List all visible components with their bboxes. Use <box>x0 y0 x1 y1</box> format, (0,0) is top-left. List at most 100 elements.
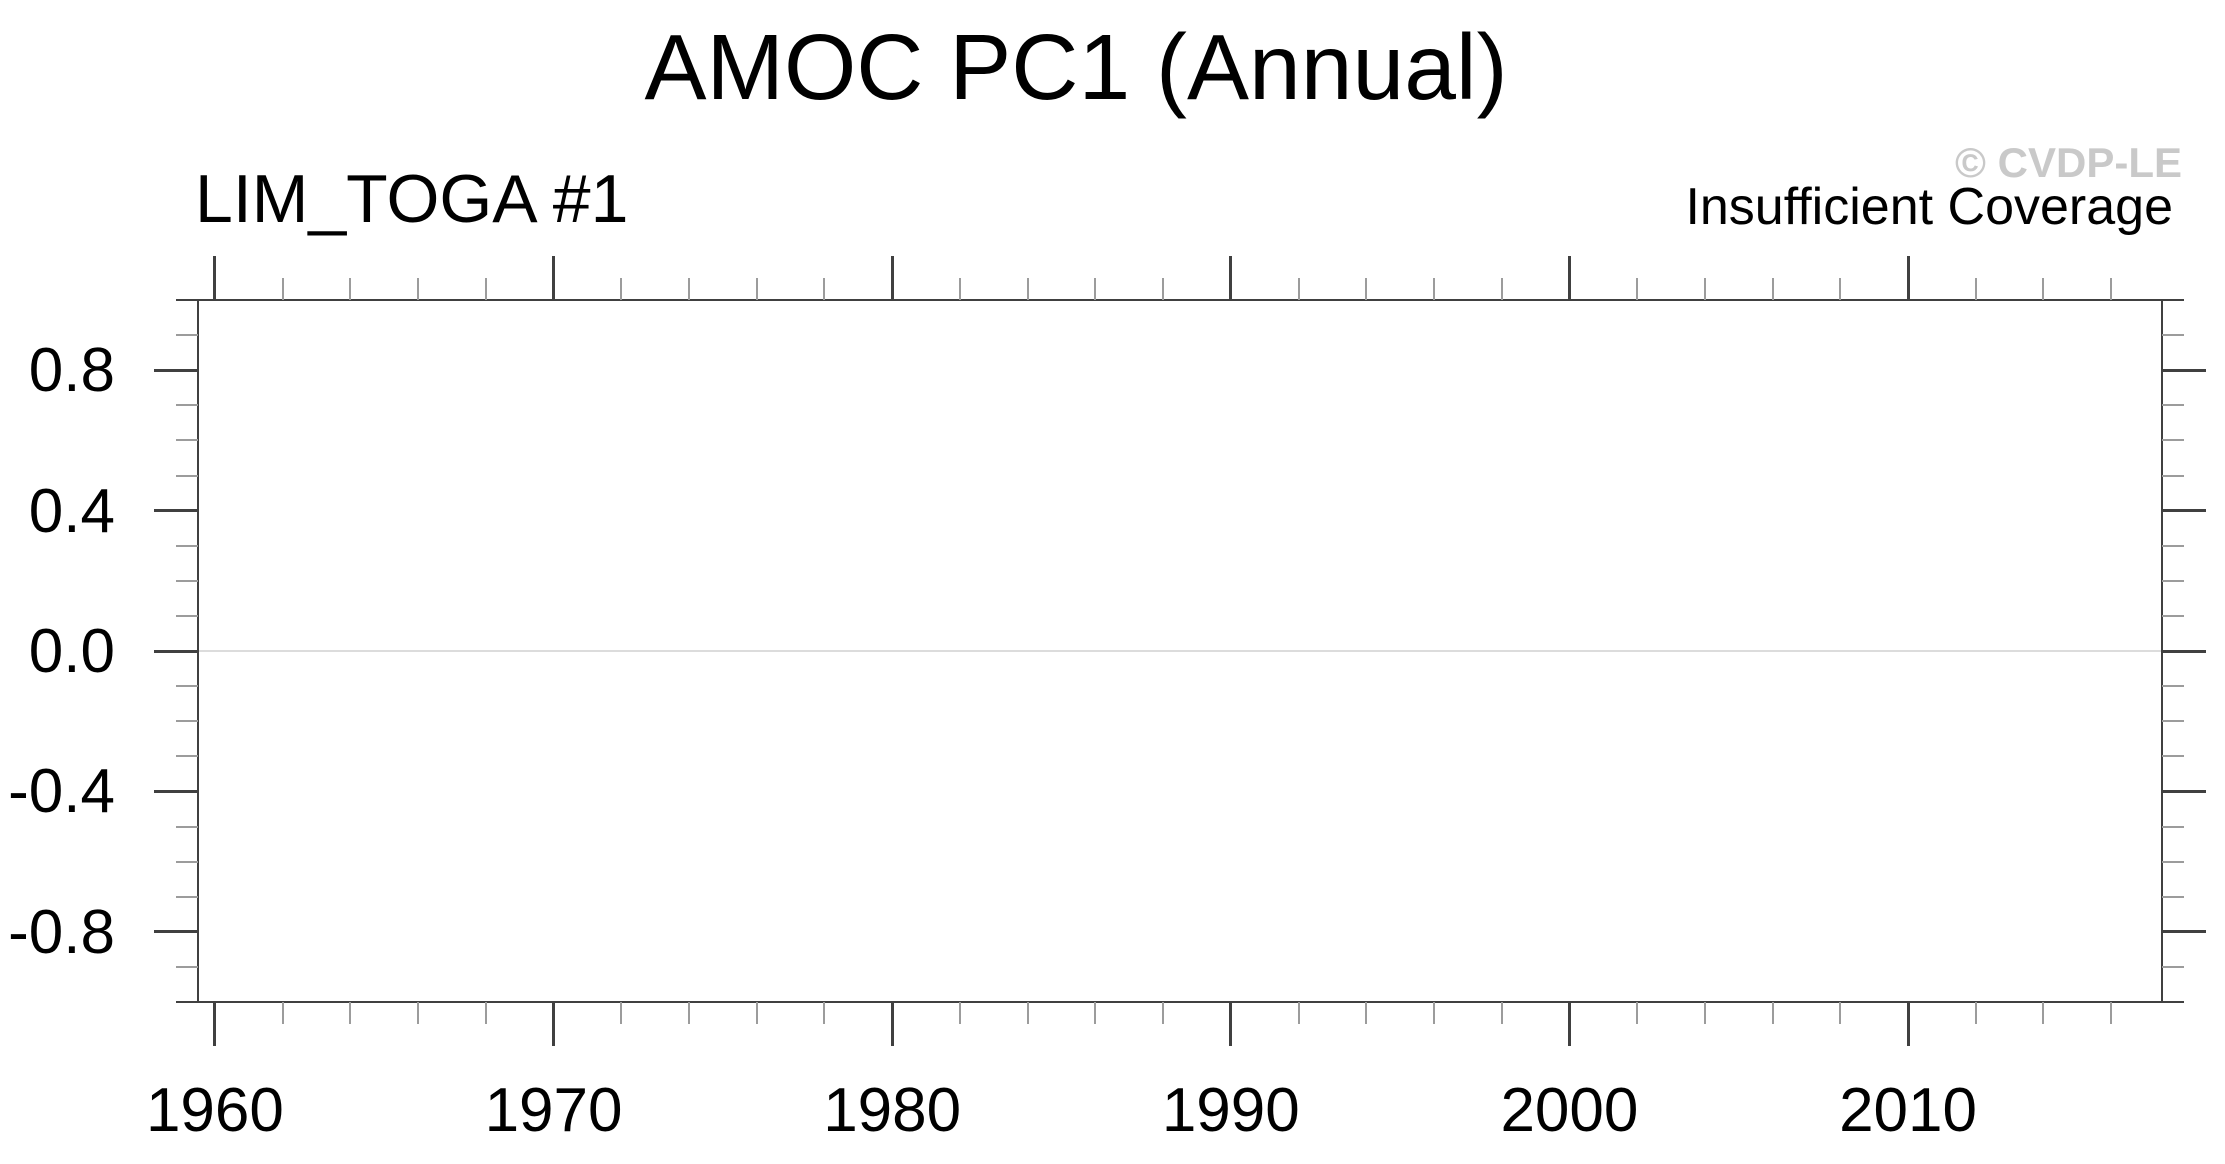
watermark-label: © CVDP-LE <box>1955 139 2182 186</box>
x-minor-tick-bottom <box>1297 1002 1300 1024</box>
y-minor-tick-right <box>2162 334 2184 337</box>
x-axis-tick-label: 2000 <box>1500 1076 1639 1145</box>
x-minor-tick-top <box>1703 278 1706 300</box>
y-minor-tick-left <box>176 544 198 547</box>
x-minor-tick-bottom <box>1365 1002 1368 1024</box>
x-major-tick-top <box>1906 256 1910 300</box>
x-major-tick-bottom <box>552 1002 556 1046</box>
x-minor-tick-top <box>1162 278 1165 300</box>
x-axis-tick-label: 1970 <box>484 1076 623 1145</box>
y-major-tick-left <box>154 509 198 513</box>
x-minor-tick-top <box>1636 278 1639 300</box>
x-minor-tick-top <box>2042 278 2045 300</box>
x-axis-tick-label: 2010 <box>1839 1076 1977 1145</box>
x-minor-tick-top <box>484 278 487 300</box>
x-minor-tick-top <box>281 278 284 300</box>
y-major-tick-right <box>2162 368 2206 372</box>
y-axis-tick-label: 0.4 <box>28 476 115 546</box>
status-note: Insufficient Coverage <box>1685 178 2173 236</box>
x-minor-tick-bottom <box>1162 1002 1165 1024</box>
y-minor-tick-right <box>2162 614 2184 617</box>
y-minor-tick-right <box>2162 755 2184 758</box>
x-minor-tick-bottom <box>1703 1002 1706 1024</box>
y-minor-tick-left <box>176 755 198 758</box>
zero-reference-line <box>198 650 2162 652</box>
x-axis-tick-label: 1960 <box>145 1076 284 1145</box>
x-minor-tick-bottom <box>1432 1002 1435 1024</box>
x-minor-tick-bottom <box>1974 1002 1977 1024</box>
y-major-tick-left <box>154 789 198 793</box>
y-minor-tick-right <box>2162 965 2184 968</box>
y-minor-tick-left <box>176 720 198 723</box>
x-minor-tick-bottom <box>755 1002 758 1024</box>
y-axis-tick-label: -0.4 <box>8 757 115 827</box>
x-major-tick-bottom <box>213 1002 217 1046</box>
y-minor-tick-right <box>2162 474 2184 477</box>
plot-frame-bottom <box>176 1001 2184 1003</box>
x-minor-tick-bottom <box>417 1002 420 1024</box>
x-minor-tick-bottom <box>958 1002 961 1024</box>
y-minor-tick-left <box>176 334 198 337</box>
y-major-tick-left <box>154 649 198 653</box>
y-axis-tick-label: 0.8 <box>28 336 115 406</box>
y-minor-tick-left <box>176 614 198 617</box>
y-minor-tick-right <box>2162 685 2184 688</box>
x-minor-tick-bottom <box>1500 1002 1503 1024</box>
x-minor-tick-bottom <box>484 1002 487 1024</box>
x-minor-tick-bottom <box>1026 1002 1029 1024</box>
x-minor-tick-bottom <box>688 1002 690 1024</box>
x-minor-tick-top <box>620 278 623 300</box>
x-minor-tick-top <box>1771 278 1774 300</box>
y-major-tick-left <box>154 368 198 372</box>
x-major-tick-bottom <box>1229 1002 1233 1046</box>
y-minor-tick-left <box>176 685 198 688</box>
y-major-tick-right <box>2162 509 2206 513</box>
x-minor-tick-bottom <box>2110 1002 2113 1024</box>
x-minor-tick-bottom <box>620 1002 623 1024</box>
plot-frame-left <box>197 300 199 1002</box>
y-minor-tick-right <box>2162 404 2184 407</box>
x-major-tick-bottom <box>1906 1002 1910 1046</box>
y-minor-tick-right <box>2162 544 2184 547</box>
x-minor-tick-top <box>1026 278 1029 300</box>
x-minor-tick-bottom <box>1771 1002 1774 1024</box>
x-minor-tick-top <box>1500 278 1503 300</box>
x-minor-tick-bottom <box>281 1002 284 1024</box>
x-major-tick-bottom <box>890 1002 894 1046</box>
x-major-tick-top <box>213 256 217 300</box>
x-minor-tick-top <box>1297 278 1300 300</box>
x-minor-tick-top <box>688 278 690 300</box>
y-minor-tick-left <box>176 860 198 863</box>
y-major-tick-right <box>2162 789 2206 793</box>
plot-frame-top <box>176 299 2184 301</box>
x-minor-tick-top <box>958 278 961 300</box>
x-minor-tick-bottom <box>349 1002 352 1024</box>
x-minor-tick-top <box>1839 278 1842 300</box>
x-major-tick-bottom <box>1567 1002 1571 1046</box>
y-axis-tick-label: -0.8 <box>8 897 115 967</box>
x-minor-tick-bottom <box>1636 1002 1639 1024</box>
y-minor-tick-right <box>2162 439 2184 442</box>
y-major-tick-right <box>2162 649 2206 653</box>
x-minor-tick-top <box>823 278 826 300</box>
y-minor-tick-left <box>176 474 198 477</box>
x-axis-tick-label: 1980 <box>823 1076 962 1145</box>
x-minor-tick-top <box>1094 278 1097 300</box>
y-minor-tick-right <box>2162 825 2184 828</box>
x-minor-tick-top <box>2110 278 2113 300</box>
x-minor-tick-top <box>349 278 352 300</box>
x-minor-tick-bottom <box>2042 1002 2045 1024</box>
x-major-tick-top <box>890 256 894 300</box>
y-minor-tick-left <box>176 404 198 407</box>
x-minor-tick-top <box>417 278 420 300</box>
x-minor-tick-bottom <box>823 1002 826 1024</box>
y-axis-tick-label: 0.0 <box>28 617 115 686</box>
y-minor-tick-left <box>176 825 198 828</box>
x-minor-tick-top <box>1432 278 1435 300</box>
y-minor-tick-left <box>176 579 198 582</box>
x-minor-tick-top <box>1365 278 1368 300</box>
x-minor-tick-top <box>1974 278 1977 300</box>
y-major-tick-right <box>2162 930 2206 934</box>
y-minor-tick-right <box>2162 579 2184 582</box>
